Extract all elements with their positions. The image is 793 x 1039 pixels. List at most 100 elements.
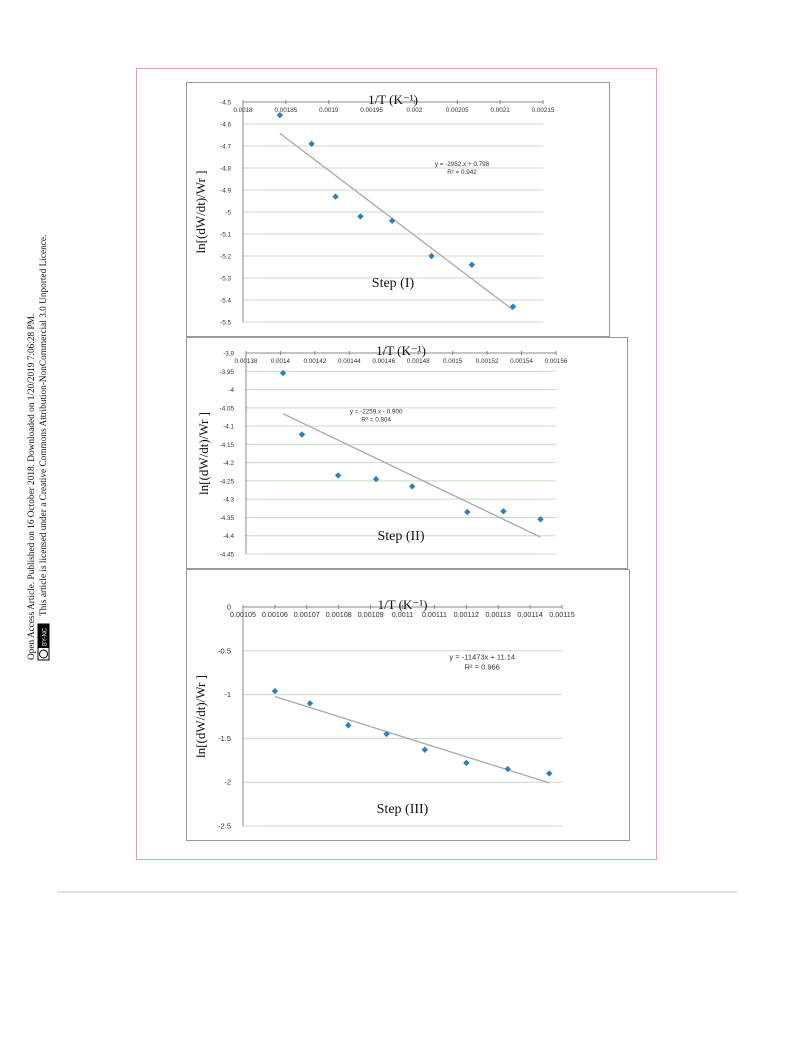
chart-panel-border <box>186 337 628 569</box>
x-tick-label: 0.00112 <box>454 610 479 619</box>
data-point <box>408 483 416 490</box>
cc-license-badge[interactable]: BY-NC <box>37 623 50 661</box>
data-point <box>276 112 284 119</box>
x-tick-label: 0.00205 <box>446 107 469 114</box>
trend-r-squared: R² = 0.942 <box>447 169 477 176</box>
x-tick-label: 0.00109 <box>358 610 384 619</box>
data-point <box>468 261 476 268</box>
trend-equation: y = -2952.x + 0.798 <box>435 161 490 168</box>
chart-step-2: -3.9 -3.95 -4 -4.05 -4.1 -4.15 -4.2 -4.25 -4.3 -4… <box>186 337 628 569</box>
data-point <box>500 508 507 515</box>
footer-divider <box>57 891 737 893</box>
y-tick-label: -4.05 <box>220 405 235 412</box>
y-axis: 0 -0.5 -1 -1.5 -2 -2.5 <box>218 603 244 831</box>
side-license-note: Open Access Article. Published on 16 Oct… <box>12 125 52 665</box>
y-tick-label: -5.1 <box>220 232 231 239</box>
y-tick-label: -5.3 <box>220 276 231 283</box>
y-tick-label: -3.9 <box>223 351 234 358</box>
x-axis: 0.00138 0.0014 0.00142 0.00144 0.00146 0.0014… <box>235 351 568 365</box>
side-note-svg: Open Access Article. Published on 16 Oct… <box>27 235 50 661</box>
x-tick-label: 0.00107 <box>294 610 320 619</box>
x-axis-title: 1/T (K⁻¹) <box>376 343 426 358</box>
y-tick-label: -4.2 <box>223 460 234 467</box>
x-tick-label: 0.00105 <box>230 610 256 619</box>
x-tick-label: 0.00152 <box>476 358 499 365</box>
data-points <box>276 112 517 310</box>
y-tick-label: -4 <box>228 387 234 394</box>
x-axis-title: 1/T (K⁻¹) <box>378 597 428 612</box>
y-tick-label: -5.2 <box>220 254 231 261</box>
x-tick-label: 0.00106 <box>262 610 288 619</box>
y-tick-label: -4.25 <box>220 478 235 485</box>
trend-line <box>274 695 550 784</box>
data-point <box>332 193 339 200</box>
y-tick-label: -4.5 <box>220 100 231 107</box>
y-axis-title: ln[(dW/dt)/Wr ] <box>196 412 211 495</box>
x-tick-label: 0.00138 <box>235 358 258 365</box>
trend-r-squared: R² = 0.804 <box>361 416 391 423</box>
y-tick-label: -4.9 <box>220 188 231 195</box>
x-tick-label: 0.00146 <box>372 358 395 365</box>
y-tick-label: 0 <box>227 603 231 612</box>
y-tick-label: -4.8 <box>220 166 231 173</box>
y-tick-label: -5.4 <box>220 298 231 305</box>
x-tick-label: 0.00114 <box>517 610 542 619</box>
data-point <box>357 213 364 220</box>
data-point <box>308 140 315 147</box>
data-point <box>428 252 435 260</box>
data-point <box>345 722 352 729</box>
x-tick-label: 0.00115 <box>549 610 574 619</box>
data-point <box>298 431 306 438</box>
chart-step-1: -4.5 -4.6 -4.7 -4.8 -4.9 -5 -5.1 -5.2 -5.3 -5.4 -5… <box>186 82 610 337</box>
trend-equation: y = -11473x + 11.14 <box>449 653 515 662</box>
data-point <box>279 369 287 377</box>
y-tick-label: -3.95 <box>220 369 235 376</box>
y-tick-label: -1 <box>224 690 231 699</box>
x-tick-label: 0.00195 <box>360 107 383 114</box>
cc-badge-text: BY-NC <box>43 627 49 646</box>
x-tick-label: 0.00142 <box>304 358 327 365</box>
x-tick-label: 0.00144 <box>338 358 361 365</box>
data-point <box>509 303 517 310</box>
x-tick-label: 0.0011 <box>392 610 413 619</box>
x-tick-label: 0.0014 <box>271 358 291 365</box>
x-tick-label: 0.00113 <box>485 610 510 619</box>
x-tick-label: 0.0018 <box>233 107 253 114</box>
y-tick-label: -4.45 <box>220 552 235 559</box>
trend-r-squared: R² = 0.966 <box>465 663 500 672</box>
y-tick-label: -5.5 <box>220 320 231 327</box>
figure-frame <box>136 68 657 860</box>
y-tick-label: -4.15 <box>220 442 235 449</box>
y-axis-title: ln[(dW/dt)/Wr ] <box>193 171 208 254</box>
y-tick-label: -2.5 <box>218 822 231 831</box>
x-tick-label: 0.0015 <box>443 358 463 365</box>
y-tick-label: -4.1 <box>223 424 234 431</box>
x-tick-label: 0.00148 <box>407 358 430 365</box>
y-tick-label: -4.7 <box>220 144 231 151</box>
x-axis: 0.00105 0.00106 0.00107 0.00108 0.00109 0.001… <box>230 605 575 619</box>
x-tick-label: 0.00185 <box>274 107 297 114</box>
trend-equation: y = -2259.x - 0.900 <box>350 408 403 415</box>
x-tick-label: 0.00154 <box>510 358 533 365</box>
y-axis: -4.5 -4.6 -4.7 -4.8 -4.9 -5 -5.1 -5.2 -5.3 -5.4 -5… <box>220 100 244 327</box>
side-note-line1: Open Access Article. Published on 16 Oct… <box>27 314 37 660</box>
chart-title: Step (I) <box>372 276 415 291</box>
y-tick-label: -4.3 <box>223 497 234 504</box>
side-note-line2: This article is licensed under a Creativ… <box>39 235 49 616</box>
y-tick-label: -4.6 <box>220 122 231 129</box>
y-axis: -3.9 -3.95 -4 -4.05 -4.1 -4.15 -4.2 -4.25 -4.3 -4… <box>220 351 247 559</box>
y-axis-title: ln[(dW/dt)/Wr ] <box>193 675 208 758</box>
x-tick-label: 0.00156 <box>545 358 568 365</box>
y-tick-label: -1.5 <box>218 734 231 743</box>
x-tick-label: 0.00108 <box>326 610 352 619</box>
x-axis-title: 1/T (K⁻¹) <box>368 92 418 107</box>
grid-lines <box>243 123 543 323</box>
x-axis: 0.0018 0.00185 0.0019 0.00195 0.002 0.00205 0.… <box>233 100 555 114</box>
y-tick-label: -0.5 <box>218 646 231 655</box>
y-tick-label: -2 <box>224 778 231 787</box>
trend-line <box>282 413 541 538</box>
x-tick-label: 0.002 <box>407 107 423 114</box>
chart-title: Step (II) <box>377 529 424 544</box>
chart-step-3: 0-0.5-1-1.5-2-2.50.00105 0.00106 0.00107 0.… <box>186 569 630 841</box>
y-tick-label: -4.35 <box>220 515 235 522</box>
